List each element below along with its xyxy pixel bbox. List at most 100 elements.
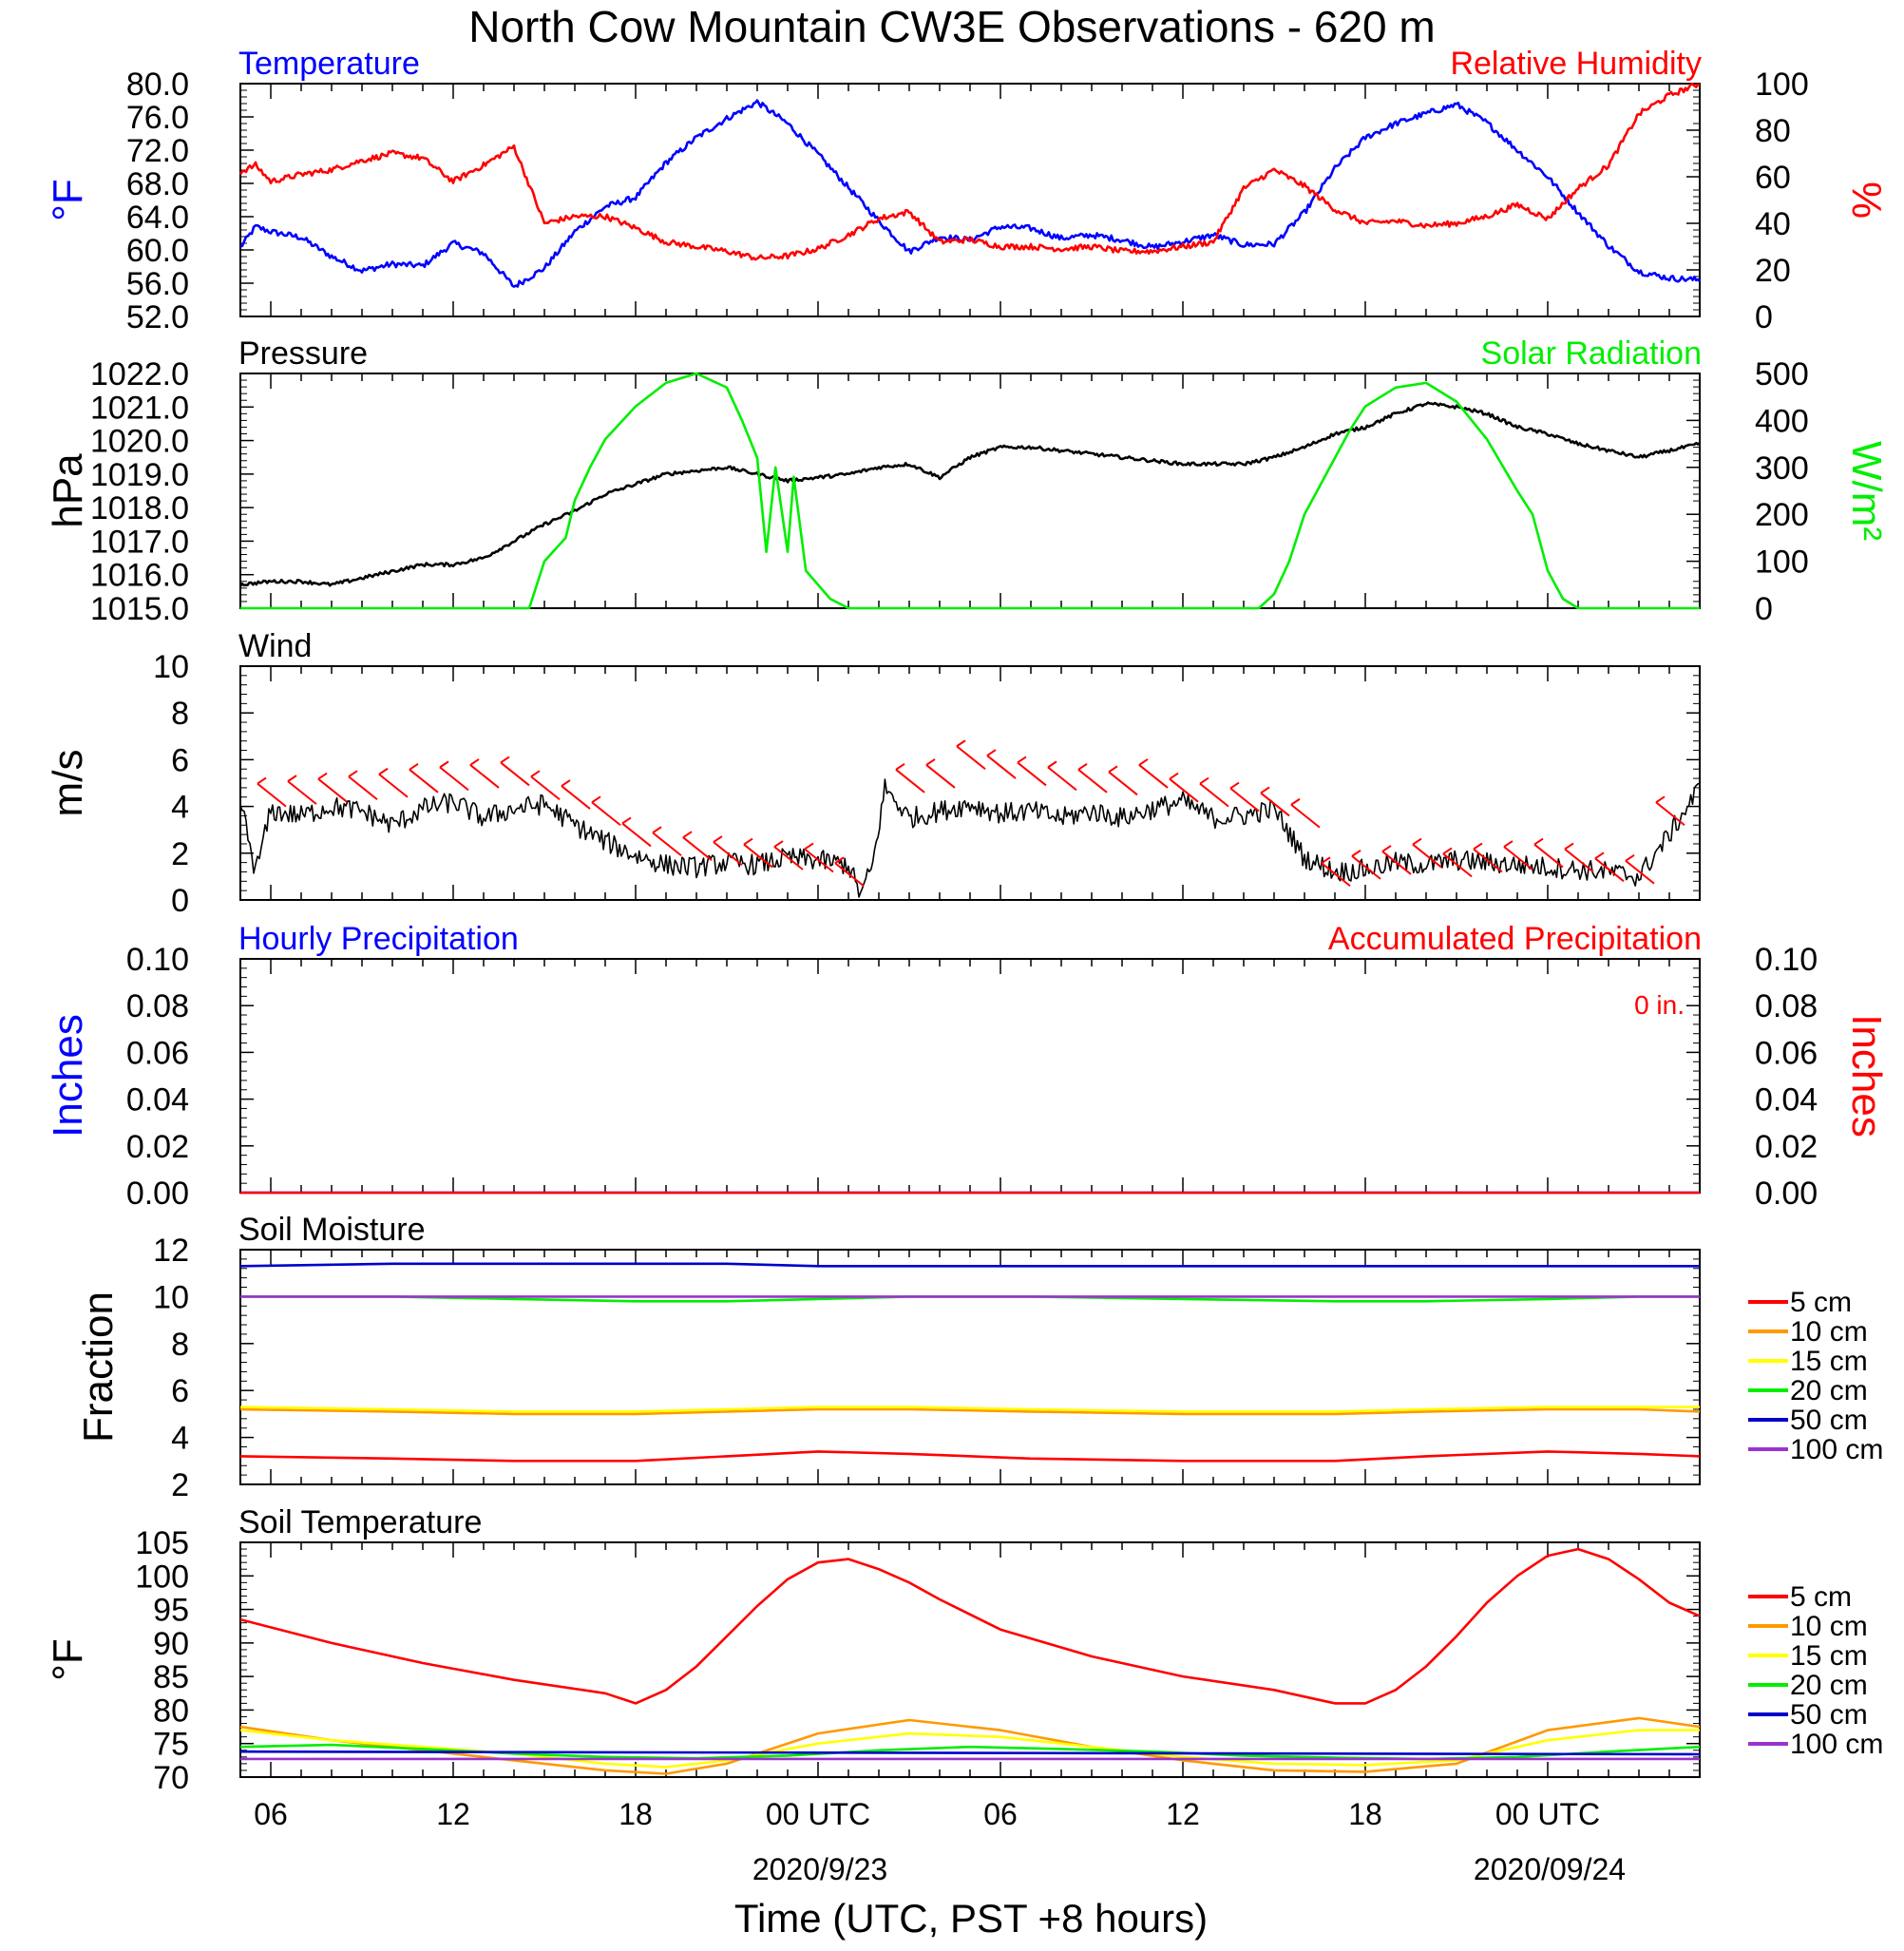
panel-title-relative-humidity: Relative Humidity <box>1450 46 1702 82</box>
wind-barb <box>348 770 378 801</box>
wind-barb <box>1321 856 1351 888</box>
y-tick-label: 0.04 <box>126 1082 189 1119</box>
series-solar-radiation <box>240 372 1700 610</box>
wind-barb <box>1564 842 1594 873</box>
y2-tick-label: 100 <box>1755 67 1809 103</box>
y-tick-label: 2 <box>171 1467 189 1503</box>
wind-barb <box>1260 786 1290 817</box>
wind-barb <box>986 749 1017 779</box>
series-relative-humidity <box>238 83 1701 261</box>
wind-barb <box>1138 758 1169 789</box>
series-5-cm <box>239 1547 1701 1705</box>
y-tick-label: 1017.0 <box>90 524 189 560</box>
panel-temperature-humidity: 80.076.072.068.064.060.056.052.0 100 80 60 4… <box>45 46 1890 335</box>
y-tick-label: 1021.0 <box>90 390 189 426</box>
date-label-1: 2020/9/23 <box>752 1852 887 1886</box>
y-tick-label: 4 <box>171 790 189 826</box>
y2-tick-label: 0 <box>1755 299 1773 335</box>
y-axis-label: hPa <box>45 453 91 528</box>
wind-barb <box>439 760 469 792</box>
wind-barb <box>409 763 439 794</box>
wind-barb <box>1473 842 1503 873</box>
legend-label-15-cm: 15 cm <box>1790 1640 1868 1672</box>
x-axis-label: Time (UTC, PST +8 hours) <box>734 1896 1208 1941</box>
y-tick-label: 0.10 <box>126 942 189 978</box>
wind-barb <box>1290 797 1321 829</box>
legend-label-20-cm: 20 cm <box>1790 1670 1868 1701</box>
wind-barb <box>925 758 956 789</box>
y2-tick-label: 0.10 <box>1755 942 1818 978</box>
legend-label-5-cm: 5 cm <box>1790 1287 1852 1318</box>
panel-title-wind: Wind <box>238 628 312 664</box>
y-tick-label: 76.0 <box>126 100 189 136</box>
wind-barb <box>500 756 530 787</box>
wind-barb <box>713 835 743 866</box>
y2-tick-label: 60 <box>1755 160 1791 196</box>
panel-pressure-solar: 1022.01021.01020.01019.01018.01017.01016… <box>45 335 1890 627</box>
y-tick-label: 60.0 <box>126 233 189 269</box>
y2-tick-label: 100 <box>1755 545 1809 581</box>
y2-tick-label: 0.02 <box>1755 1129 1818 1165</box>
legend-label-20-cm: 20 cm <box>1790 1375 1868 1406</box>
legend-label-15-cm: 15 cm <box>1790 1346 1868 1377</box>
y-tick-label: 85 <box>153 1659 189 1695</box>
y-tick-label: 6 <box>171 1373 189 1409</box>
y-tick-label: 70 <box>153 1760 189 1796</box>
wind-barb <box>287 775 317 805</box>
y-tick-label: 80 <box>153 1693 189 1729</box>
y-tick-label: 1019.0 <box>90 457 189 493</box>
y2-tick-label: 0 <box>1755 591 1773 627</box>
y-tick-label: 0.08 <box>126 988 189 1024</box>
wind-barb <box>1351 850 1381 880</box>
y-tick-label: 105 <box>135 1525 189 1561</box>
series-15-cm <box>239 1729 1700 1769</box>
y-tick-label: 1015.0 <box>90 591 189 627</box>
y2-axis-label: % <box>1843 182 1890 219</box>
legend-label-10-cm: 10 cm <box>1790 1316 1868 1348</box>
y2-tick-label: 40 <box>1755 206 1791 242</box>
wind-barb <box>317 772 348 803</box>
x-tick-label: 06 <box>254 1797 288 1831</box>
panel-title-pressure: Pressure <box>238 335 368 372</box>
plot-frame <box>239 1249 1701 1485</box>
wind-barb <box>1655 795 1685 827</box>
y-tick-label: 72.0 <box>126 133 189 169</box>
wind-barb <box>773 840 804 870</box>
y-axis-label: Fraction <box>75 1291 122 1443</box>
legend-label-100-cm: 100 cm <box>1790 1434 1883 1465</box>
y-tick-label: 4 <box>171 1421 189 1457</box>
y2-tick-label: 20 <box>1755 253 1791 289</box>
series-wind <box>239 778 1701 898</box>
y-axis-label: Inches <box>45 1014 91 1138</box>
wind-barb <box>1017 756 1047 787</box>
legend-label-100-cm: 100 cm <box>1790 1729 1883 1760</box>
wind-barb <box>1047 760 1077 792</box>
x-tick-label: 00 UTC <box>766 1797 870 1831</box>
y-tick-label: 68.0 <box>126 166 189 202</box>
y-tick-label: 12 <box>153 1233 189 1269</box>
y2-axis-label: W/m² <box>1843 441 1890 541</box>
y2-tick-label: 0.06 <box>1755 1035 1818 1071</box>
series-15-cm <box>239 1406 1700 1413</box>
legend-label-50-cm: 50 cm <box>1790 1405 1868 1436</box>
wind-barb <box>1381 845 1412 875</box>
panel-title-accumulated-precipitation: Accumulated Precipitation <box>1328 921 1702 957</box>
legend-label-5-cm: 5 cm <box>1790 1581 1852 1613</box>
y-tick-label: 0 <box>171 883 189 919</box>
panel-precipitation: 0.10 0.08 0.06 0.04 0.02 0.00 0.10 0.08 0.06 0.04… <box>45 921 1890 1212</box>
panel-title-soil-moisture: Soil Moisture <box>238 1212 426 1248</box>
wind-barb <box>1169 772 1199 803</box>
y2-tick-label: 0.04 <box>1755 1082 1818 1119</box>
series-50-cm <box>239 1750 1701 1756</box>
chart-title: North Cow Mountain CW3E Observations - 6… <box>468 2 1436 51</box>
y-axis-label: °F <box>45 1638 91 1680</box>
wind-barb <box>621 816 652 848</box>
wind-barb <box>1503 840 1533 870</box>
series-50-cm <box>239 1262 1700 1268</box>
wind-barb <box>378 767 409 798</box>
panel-title-temperature: Temperature <box>238 46 420 82</box>
wind-barb <box>1229 781 1260 813</box>
x-tick-label: 12 <box>1166 1797 1200 1831</box>
